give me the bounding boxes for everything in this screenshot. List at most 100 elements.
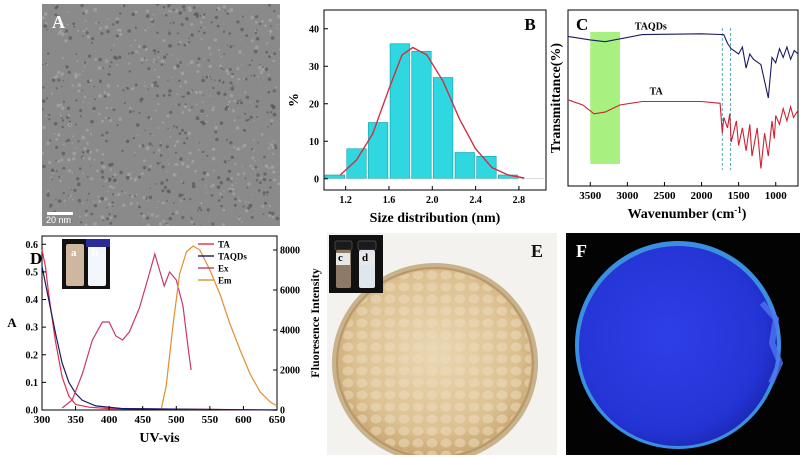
tem-particle bbox=[223, 190, 225, 192]
tem-particle bbox=[123, 102, 126, 104]
tem-particle bbox=[112, 23, 115, 26]
x-axis-label-main: Wavenumber (cm bbox=[628, 207, 735, 222]
tem-particle bbox=[147, 199, 150, 202]
inset-a-label: a bbox=[71, 247, 77, 259]
tem-particle bbox=[168, 44, 172, 48]
tem-particle bbox=[274, 144, 277, 147]
tem-particle bbox=[110, 61, 113, 64]
tem-particle bbox=[176, 64, 180, 68]
histogram-bar bbox=[368, 122, 389, 180]
tem-particle bbox=[232, 192, 236, 196]
y-tick-label: 30 bbox=[309, 62, 319, 73]
tem-particle bbox=[181, 193, 184, 196]
tem-particle bbox=[107, 72, 111, 76]
legend-label: TAQDs bbox=[218, 252, 247, 262]
tem-particle bbox=[142, 45, 147, 49]
tem-particle bbox=[161, 165, 165, 169]
tem-particle bbox=[51, 92, 54, 95]
vial-b bbox=[88, 244, 106, 286]
tem-particle bbox=[142, 159, 146, 163]
tem-particle bbox=[65, 65, 69, 69]
tem-particle bbox=[237, 116, 239, 119]
tem-particle bbox=[203, 13, 206, 16]
tem-particle bbox=[99, 27, 102, 30]
tem-particle bbox=[254, 165, 258, 169]
tem-particle bbox=[243, 77, 246, 80]
tem-particle bbox=[205, 75, 209, 79]
tem-particle bbox=[225, 69, 229, 73]
tem-particle bbox=[51, 172, 54, 174]
tem-particle bbox=[272, 59, 275, 63]
gaussian-fit-curve bbox=[339, 46, 525, 179]
tem-particle bbox=[48, 113, 51, 117]
series-line-ex bbox=[61, 251, 192, 409]
tem-particle bbox=[104, 59, 109, 63]
tem-particle bbox=[183, 43, 187, 47]
tem-particle bbox=[142, 214, 146, 218]
tem-particle bbox=[68, 194, 72, 198]
tem-particle bbox=[162, 219, 166, 223]
tem-particle bbox=[216, 91, 221, 96]
tem-particle bbox=[55, 159, 57, 162]
tem-particle bbox=[266, 190, 269, 194]
tem-particle bbox=[105, 178, 109, 182]
tem-particle bbox=[276, 27, 278, 30]
tem-particle bbox=[238, 50, 242, 54]
tem-particle bbox=[175, 126, 178, 129]
tem-particle bbox=[219, 192, 222, 196]
tem-particle bbox=[67, 114, 71, 118]
tem-particle bbox=[247, 201, 250, 204]
x-axis-label: Wavenumber (cm-1) bbox=[628, 205, 747, 222]
tem-particle bbox=[109, 221, 113, 225]
tem-particle bbox=[177, 43, 180, 46]
tem-particle bbox=[138, 205, 141, 209]
tem-particle bbox=[200, 202, 203, 205]
y-left-tick-label: 0.3 bbox=[26, 323, 39, 334]
tem-particle bbox=[203, 58, 205, 60]
tem-particle bbox=[47, 192, 50, 194]
tem-particle bbox=[262, 191, 266, 195]
x-tick-label: 2.0 bbox=[426, 195, 439, 206]
tem-particle bbox=[172, 8, 175, 11]
tem-particle bbox=[272, 89, 276, 93]
y-left-tick-label: 0.0 bbox=[26, 406, 39, 417]
tem-particle bbox=[74, 72, 78, 77]
tem-particle bbox=[64, 39, 68, 43]
tem-particle bbox=[150, 117, 153, 120]
tem-particle bbox=[80, 221, 83, 224]
tem-particle bbox=[134, 151, 136, 154]
tem-particle bbox=[44, 17, 46, 20]
tem-particle bbox=[55, 74, 59, 78]
tem-particle bbox=[266, 194, 268, 197]
tem-particle bbox=[177, 212, 179, 214]
tem-particle bbox=[236, 20, 240, 24]
tem-particle bbox=[221, 80, 225, 84]
tem-particle bbox=[190, 33, 194, 37]
tem-particle bbox=[263, 194, 265, 197]
tem-particle bbox=[55, 145, 59, 149]
tem-particle bbox=[224, 10, 226, 12]
tem-particle bbox=[152, 134, 154, 136]
tem-image-panel: A 20 nm bbox=[42, 4, 280, 226]
tem-particle bbox=[121, 190, 123, 193]
tem-particle bbox=[270, 165, 275, 170]
tem-particle bbox=[272, 140, 274, 142]
tem-particle bbox=[93, 204, 97, 208]
tem-particle bbox=[268, 29, 272, 33]
tem-particle bbox=[88, 54, 92, 58]
tem-particle bbox=[82, 156, 85, 160]
tem-particle bbox=[200, 209, 203, 212]
x-tick-label: 1.6 bbox=[383, 195, 396, 206]
tem-particle bbox=[45, 97, 48, 100]
tem-particle bbox=[229, 8, 234, 12]
tem-particle bbox=[268, 55, 271, 58]
tem-particle bbox=[173, 125, 176, 128]
tem-particle bbox=[218, 79, 222, 83]
tem-particle bbox=[142, 98, 144, 100]
tem-particle bbox=[244, 201, 247, 203]
tem-particle bbox=[116, 63, 118, 66]
tem-particle bbox=[81, 151, 85, 154]
tem-particle bbox=[232, 45, 235, 47]
tem-particle bbox=[75, 53, 78, 56]
x-tick-label: 500 bbox=[168, 414, 185, 426]
